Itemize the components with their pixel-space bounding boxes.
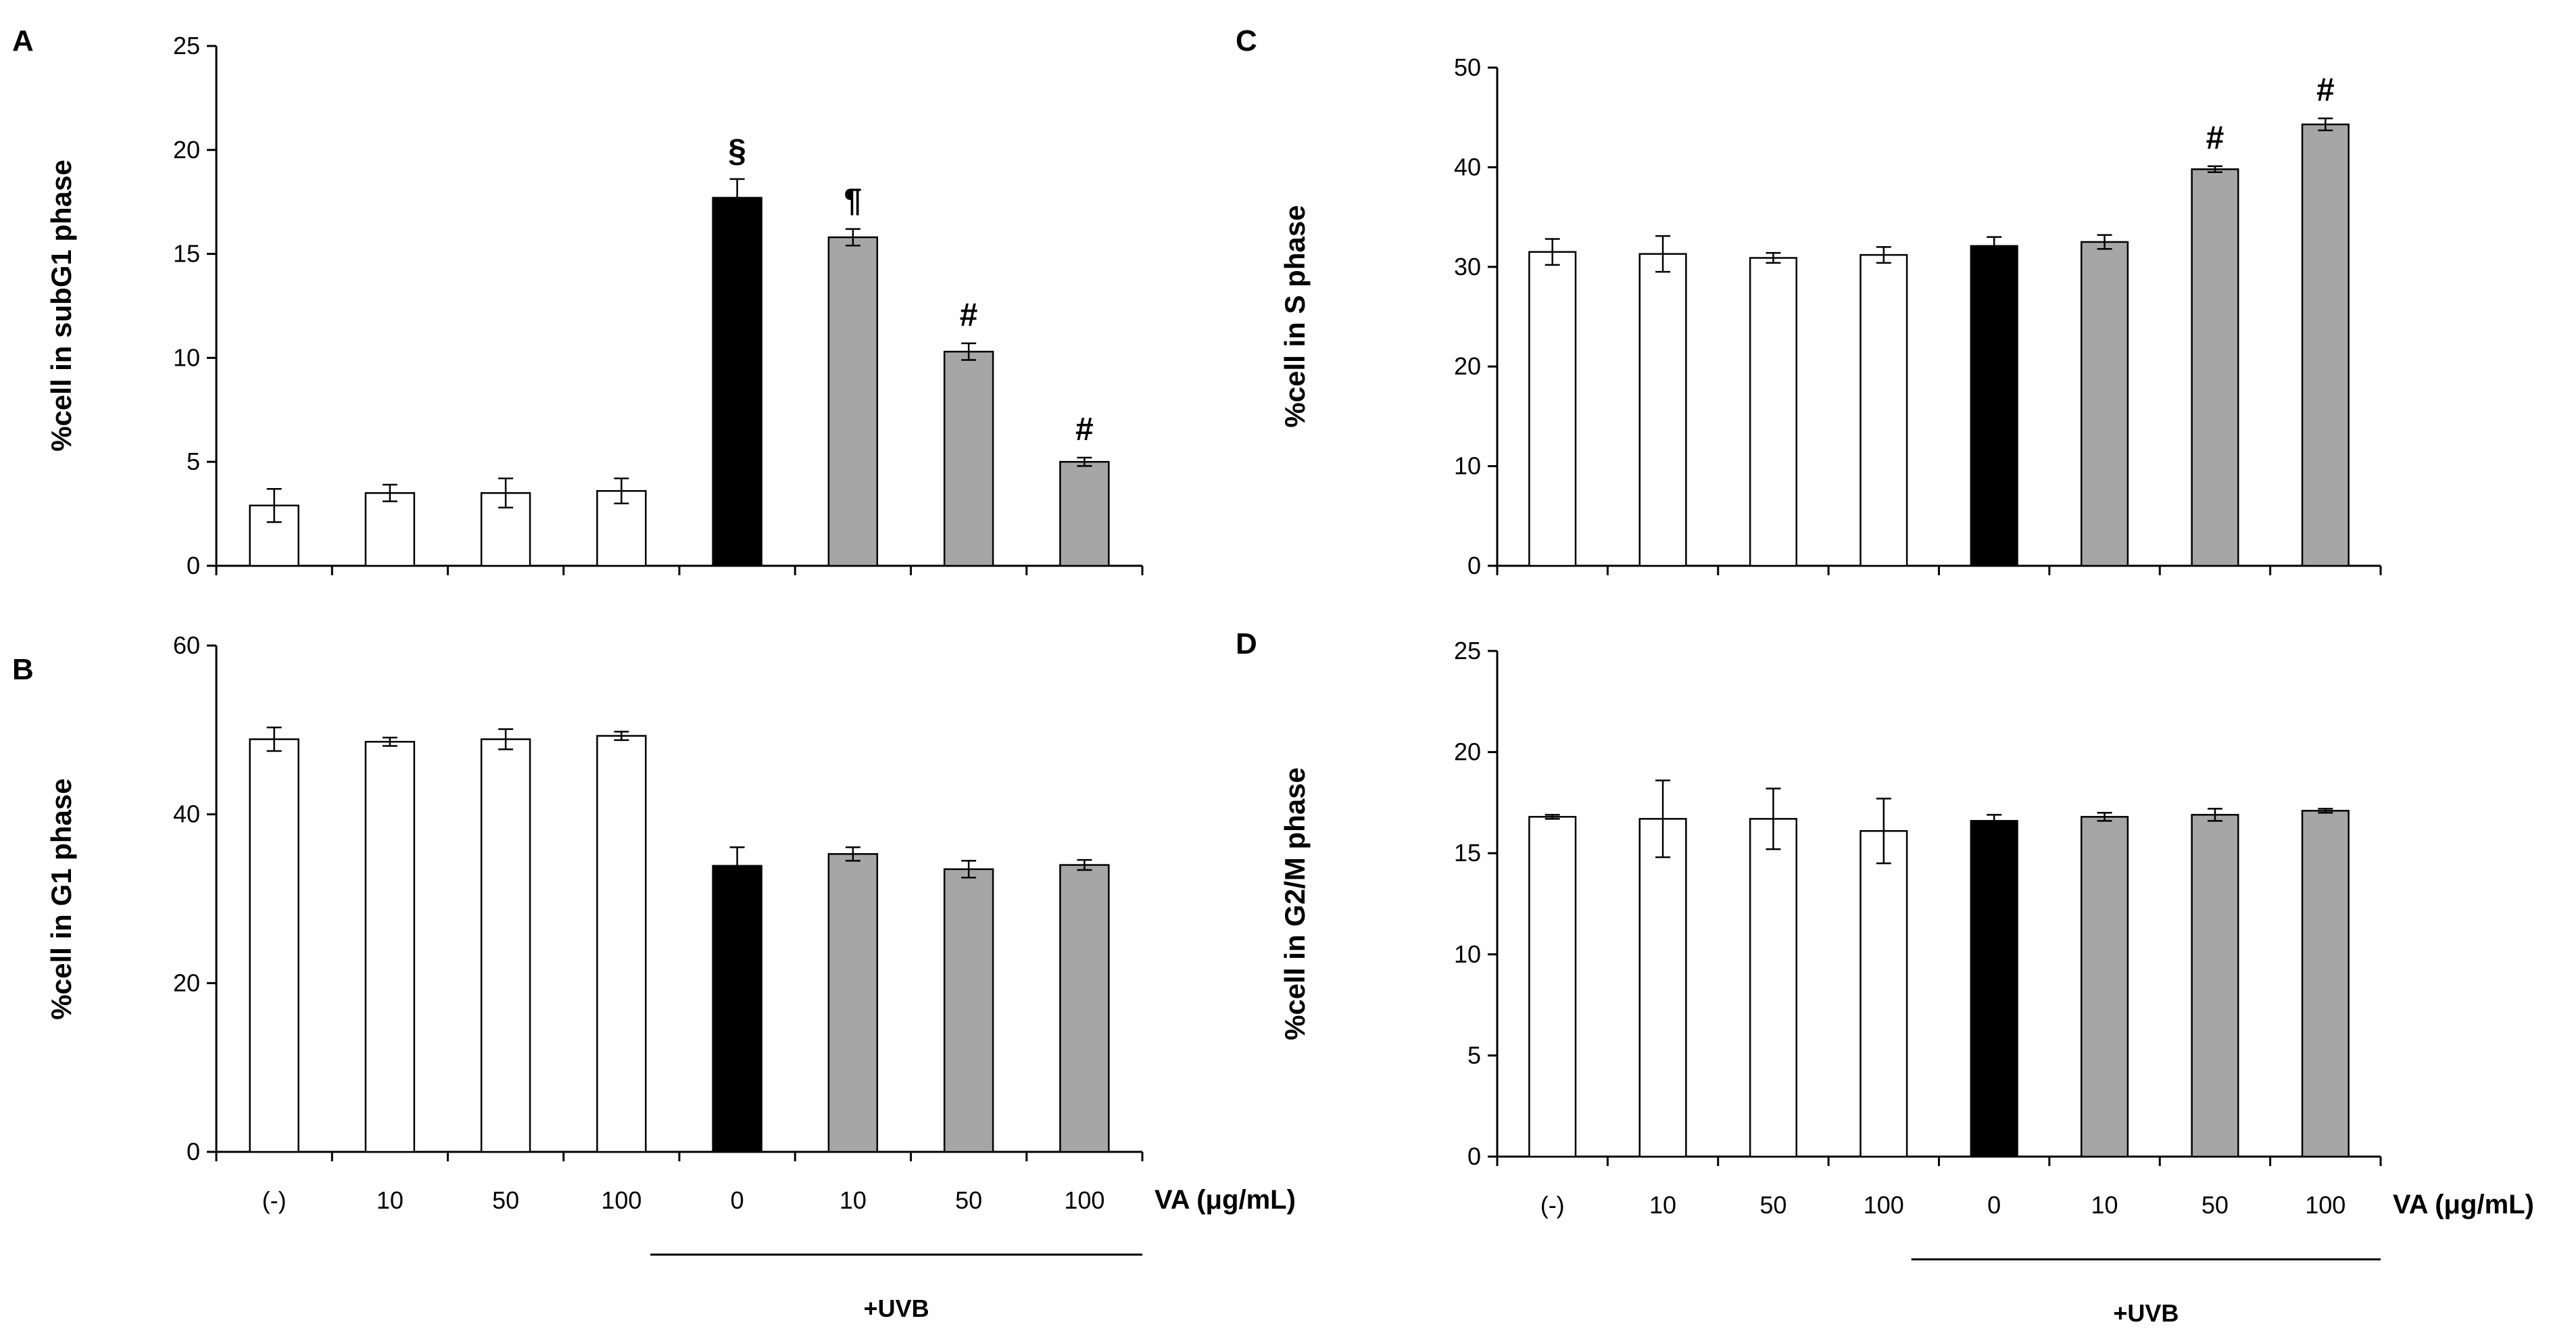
bar (2191, 814, 2239, 1158)
bar (2081, 241, 2129, 567)
x-tick-label: 100 (2305, 1191, 2346, 1219)
bar (712, 197, 762, 567)
x-tick-label: 50 (2202, 1191, 2229, 1219)
bar (1059, 460, 1110, 567)
bar (712, 865, 762, 1153)
y-tick-label: 25 (173, 32, 200, 59)
y-tick-label: 50 (1454, 53, 1481, 81)
x-tick-label: (-) (1540, 1191, 1565, 1219)
x-unit-label: VA (μg/mL) (2393, 1190, 2534, 1219)
bar (596, 735, 647, 1153)
y-tick-label: 10 (1454, 452, 1481, 480)
bar (1638, 818, 1687, 1158)
bar (1860, 830, 1908, 1158)
uvb-group-label: +UVB (2113, 1299, 2179, 1327)
panel-letter: B (12, 653, 34, 686)
y-tick-label: 10 (1454, 940, 1481, 968)
x-tick-label: 50 (492, 1186, 519, 1214)
bar (364, 741, 416, 1153)
y-tick-label: 20 (173, 969, 200, 996)
x-tick-label: 0 (731, 1186, 744, 1214)
bar (1528, 251, 1577, 567)
x-tick-label: 10 (2091, 1191, 2118, 1219)
y-tick-label: 40 (1454, 153, 1481, 180)
bar (1059, 864, 1110, 1153)
y-tick-label: 60 (173, 631, 200, 659)
bar (2081, 816, 2129, 1158)
bar (596, 490, 647, 567)
uvb-group-label: +UVB (864, 1294, 929, 1322)
bar (1970, 820, 2018, 1158)
bar (249, 738, 299, 1153)
y-axis-title: %cell in S phase (1279, 205, 1311, 427)
bar (943, 868, 994, 1153)
bar (1638, 253, 1687, 567)
y-tick-label: 0 (187, 552, 200, 579)
y-axis-title: %cell in G2/M phase (1279, 767, 1311, 1040)
y-tick-label: 20 (1454, 352, 1481, 380)
panel-c: C %cell in S phase 0 10 20 30 40 50 # # (1236, 24, 2382, 579)
x-tick-label: 100 (1064, 1186, 1104, 1214)
y-tick-label: 0 (187, 1138, 200, 1165)
y-tick-label: 20 (173, 136, 200, 164)
x-tick-label: 100 (601, 1186, 641, 1214)
y-tick-label: 40 (173, 800, 200, 828)
x-tick-label: 10 (1649, 1191, 1676, 1219)
bar (1749, 257, 1797, 567)
significance-mark: # (960, 297, 978, 333)
y-tick-label: 15 (1454, 839, 1481, 867)
significance-mark: ¶ (844, 183, 862, 219)
bar (2301, 810, 2350, 1158)
bar (1528, 816, 1577, 1158)
x-tick-label: 10 (840, 1186, 867, 1214)
x-tick-label: 0 (1987, 1191, 2001, 1219)
x-tick-label: 100 (1864, 1191, 1904, 1219)
bar (827, 853, 879, 1153)
panel-letter: C (1236, 24, 1257, 57)
significance-mark: # (1075, 412, 1094, 447)
y-tick-label: 5 (187, 447, 200, 475)
significance-mark: # (2206, 120, 2225, 156)
bar (2301, 123, 2350, 567)
bar (827, 236, 879, 567)
x-tick-label: 50 (955, 1186, 982, 1214)
x-tick-label: 50 (1759, 1191, 1787, 1219)
y-tick-label: 30 (1454, 253, 1481, 281)
bar (480, 738, 531, 1153)
bar (364, 492, 416, 567)
panel-b: B %cell in G1 phase 0 20 40 60 (-) 10 50 100 0 10 50… (12, 631, 1296, 1322)
panel-letter: A (12, 24, 34, 57)
y-tick-label: 5 (1467, 1041, 1481, 1069)
panel-a: A %cell in subG1 phase 0 5 10 15 20 25 § ¶ # # (12, 24, 1144, 579)
y-tick-label: 15 (173, 240, 200, 268)
y-tick-label: 20 (1454, 738, 1481, 766)
x-unit-label: VA (μg/mL) (1155, 1185, 1296, 1215)
x-tick-label: 10 (376, 1186, 404, 1214)
bar (2191, 168, 2239, 567)
y-tick-label: 25 (1454, 637, 1481, 664)
bar (943, 350, 994, 567)
y-tick-label: 10 (173, 343, 200, 371)
panel-letter: D (1236, 627, 1257, 660)
x-tick-label: (-) (262, 1186, 287, 1214)
y-tick-label: 0 (1467, 1142, 1481, 1170)
bar (1749, 818, 1797, 1158)
bar (1970, 245, 2018, 567)
significance-mark: § (728, 133, 746, 169)
bar (1860, 253, 1908, 567)
y-axis-title: %cell in subG1 phase (45, 160, 77, 452)
y-axis-title: %cell in G1 phase (45, 778, 77, 1019)
significance-mark: # (2316, 72, 2335, 108)
y-tick-label: 0 (1467, 552, 1481, 579)
